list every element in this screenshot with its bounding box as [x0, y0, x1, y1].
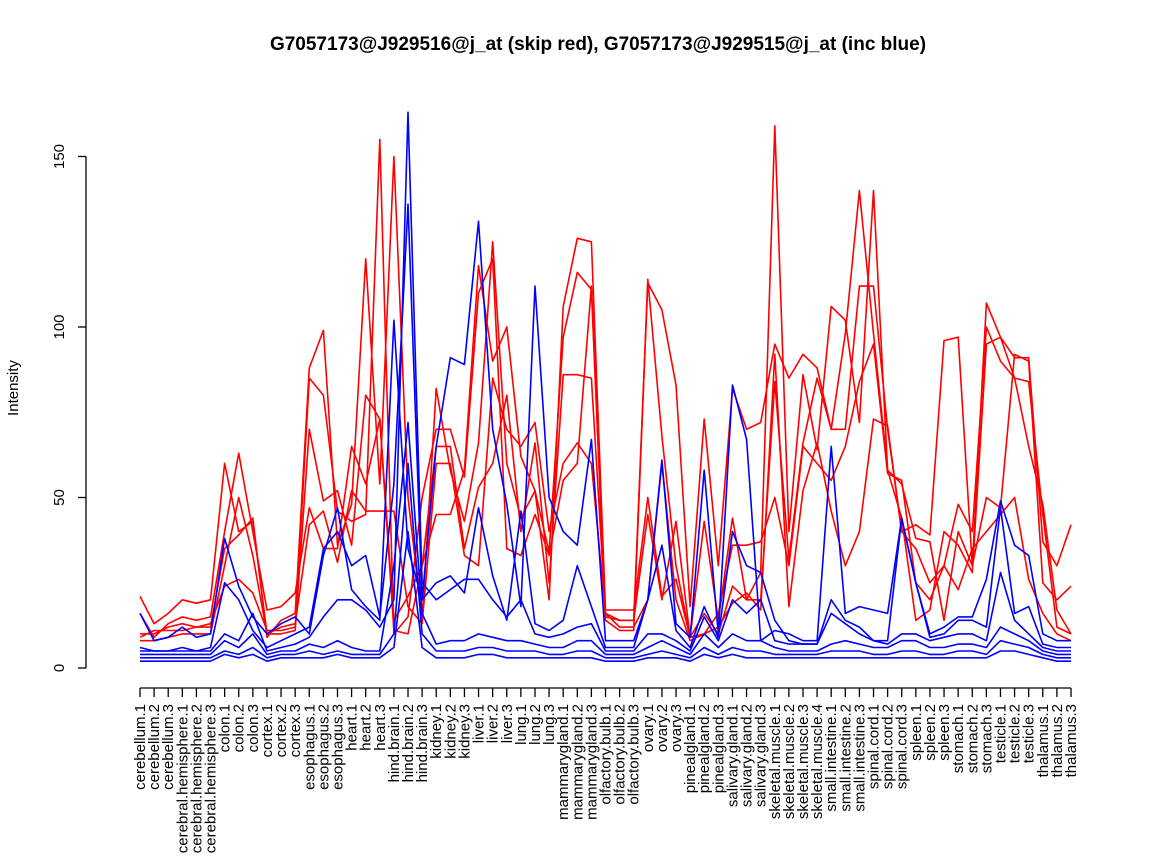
x-tick-label: liver.1	[471, 704, 488, 743]
series-line-inc	[139, 220, 1071, 642]
x-tick-label: liver.2	[485, 704, 502, 743]
series-line-inc	[140, 462, 1071, 659]
x-tick-label: heart.1	[344, 704, 361, 751]
x-tick-label: kidney.1	[428, 704, 445, 759]
y-axis-label: Intensity	[5, 360, 22, 416]
x-tick-label: cerebellum.3	[160, 704, 177, 790]
x-tick-label: mammarygland.1	[555, 704, 572, 820]
x-tick-label: olfactory.bulb.2	[612, 704, 629, 805]
x-tick-label: cortex.3	[287, 704, 304, 757]
x-tick-label: lung.3	[541, 704, 558, 745]
y-tick-label: 0	[51, 664, 68, 672]
series-line-skip	[139, 155, 1072, 639]
x-tick-label: testicle.2	[1007, 704, 1024, 763]
series-line-inc	[140, 421, 1071, 656]
x-tick-label: spleen.2	[922, 704, 939, 761]
x-tick-label: esophagus.3	[329, 704, 346, 790]
x-tick-label: hind.brain.3	[414, 704, 431, 782]
x-tick-label: liver.3	[499, 704, 516, 743]
x-tick-label: spleen.3	[936, 704, 953, 761]
x-tick-label: cortex.1	[259, 704, 276, 757]
x-tick-label: thalamus.2	[1049, 704, 1066, 777]
x-tick-label: testicle.3	[1021, 704, 1038, 763]
x-tick-label: salivary.gland.3	[753, 704, 770, 807]
x-tick-label: olfactory.bulb.1	[598, 704, 615, 805]
series-line-skip	[140, 125, 1072, 639]
x-tick-label: salivary.gland.1	[724, 704, 741, 807]
x-tick-label: ovary.1	[640, 704, 657, 752]
x-tick-label: cerebellum.1	[132, 704, 149, 790]
x-tick-label: olfactory.bulb.3	[626, 704, 643, 805]
x-tick-label: cerebral.hemisphere.1	[174, 704, 191, 853]
x-tick-label: spinal.cord.2	[880, 704, 897, 789]
y-axis: 0 50 100 150	[51, 144, 87, 672]
x-tick-label: salivary.gland.2	[739, 704, 756, 807]
x-tick-label: colon.3	[245, 704, 262, 752]
y-tick-label: 50	[51, 489, 68, 506]
x-tick-label: kidney.2	[442, 704, 459, 759]
y-tick-label: 150	[51, 144, 68, 169]
x-tick-label: cerebral.hemisphere.2	[188, 704, 205, 853]
x-tick-label: hind.brain.2	[400, 704, 417, 782]
x-tick-label: cerebral.hemisphere.3	[203, 704, 220, 853]
y-tick-label: 100	[51, 314, 68, 339]
x-tick-label: thalamus.1	[1035, 704, 1052, 777]
x-tick-label: cerebellum.2	[146, 704, 163, 790]
series-line-inc	[140, 111, 1071, 652]
x-tick-label: thalamus.3	[1063, 704, 1080, 777]
x-tick-label: small.intestine.1	[823, 704, 840, 812]
x-tick-label: mammarygland.3	[583, 704, 600, 820]
x-axis: cerebellum.1cerebellum.2cerebellum.3cere…	[132, 687, 1080, 853]
x-tick-label: heart.3	[372, 704, 389, 751]
x-tick-label: testicle.1	[992, 704, 1009, 763]
chart-title: G7057173@J929516@j_at (skip red), G70571…	[270, 34, 926, 55]
x-tick-label: esophagus.2	[315, 704, 332, 790]
x-tick-label: ovary.3	[668, 704, 685, 752]
x-tick-label: pinealgland.2	[696, 704, 713, 793]
x-tick-label: pinealgland.3	[710, 704, 727, 793]
x-tick-label: cortex.2	[273, 704, 290, 757]
x-tick-label: lung.1	[513, 704, 530, 745]
x-tick-label: skeletal.muscle.4	[809, 704, 826, 819]
x-tick-label: pinealgland.1	[682, 704, 699, 793]
x-tick-label: small.intestine.3	[851, 704, 868, 812]
series-line-inc	[140, 530, 1071, 663]
x-tick-label: colon.2	[231, 704, 248, 752]
x-tick-label: hind.brain.1	[386, 704, 403, 782]
series-line-skip	[139, 264, 1072, 639]
x-tick-label: skeletal.muscle.2	[781, 704, 798, 819]
x-tick-label: skeletal.muscle.3	[795, 704, 812, 819]
x-tick-label: esophagus.1	[301, 704, 318, 790]
x-tick-label: ovary.2	[654, 704, 671, 752]
x-tick-label: spinal.cord.1	[866, 704, 883, 789]
plot-series	[139, 111, 1072, 663]
x-tick-label: stomach.2	[964, 704, 981, 773]
x-tick-label: colon.1	[217, 704, 234, 752]
x-tick-label: stomach.1	[950, 704, 967, 773]
x-tick-label: heart.2	[358, 704, 375, 751]
x-tick-label: skeletal.muscle.1	[767, 704, 784, 819]
series-line-inc	[139, 203, 1071, 652]
x-tick-label: lung.2	[527, 704, 544, 745]
x-tick-label: kidney.3	[456, 704, 473, 759]
x-tick-label: spinal.cord.3	[894, 704, 911, 789]
x-tick-label: stomach.3	[978, 704, 995, 773]
x-tick-label: small.intestine.2	[837, 704, 854, 812]
x-tick-label: mammarygland.2	[569, 704, 586, 820]
x-tick-label: spleen.1	[908, 704, 925, 761]
